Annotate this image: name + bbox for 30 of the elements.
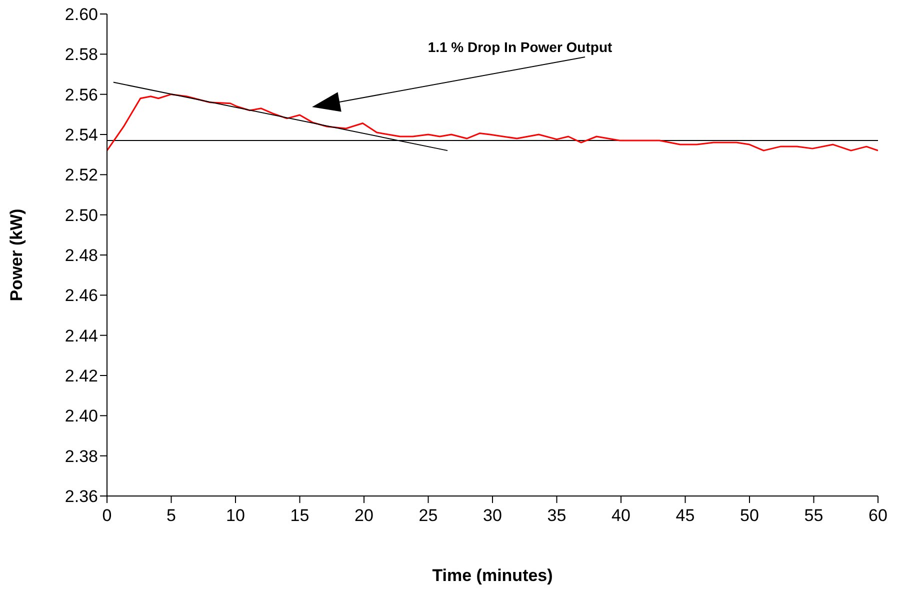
x-tick-label: 60 xyxy=(868,506,888,526)
y-axis-title: Power (kW) xyxy=(7,208,26,302)
x-tick-label: 40 xyxy=(612,506,630,526)
x-tick-label: 0 xyxy=(102,506,112,526)
y-tick-label: 2.38 xyxy=(64,446,98,466)
x-tick-label: 5 xyxy=(166,506,176,526)
x-tick-label: 10 xyxy=(226,506,245,526)
annotation: 1.1 % Drop In Power Output xyxy=(428,39,613,55)
y-tick-label: 2.50 xyxy=(64,206,98,225)
y-tick-label: 2.46 xyxy=(64,286,98,306)
x-tick-label: 15 xyxy=(290,506,310,526)
x-tick-label: 25 xyxy=(418,506,438,526)
y-tick-label: 2.52 xyxy=(64,166,98,185)
x-tick-label: 20 xyxy=(354,506,374,526)
y-tick-label: 2.44 xyxy=(64,326,98,346)
x-tick-label: 30 xyxy=(483,506,502,526)
y-tick-label: 2.42 xyxy=(64,366,98,386)
x-axis-title: Time (minutes) xyxy=(432,566,553,585)
x-tick-label: 35 xyxy=(547,506,566,526)
x-tick-label: 55 xyxy=(804,506,824,526)
y-tick-label: 2.60 xyxy=(64,5,98,24)
y-tick-label: 2.54 xyxy=(64,126,98,145)
y-tick-label: 2.40 xyxy=(64,406,98,426)
y-tick-label: 2.36 xyxy=(64,487,98,506)
line-series xyxy=(107,94,878,152)
y-tick-label: 2.58 xyxy=(64,45,98,64)
y-tick-label: 2.56 xyxy=(64,85,98,104)
x-tick-label: 45 xyxy=(676,506,695,526)
x-tick-label: 50 xyxy=(740,506,759,526)
y-tick-label: 2.48 xyxy=(64,246,98,266)
